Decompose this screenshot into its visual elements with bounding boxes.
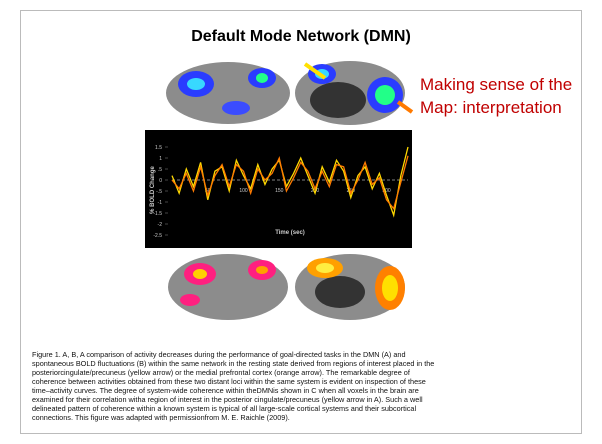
y-tick-label: -2 — [158, 222, 163, 228]
y-tick-label: 1.5 — [155, 145, 162, 151]
x-tick-label: 150 — [275, 188, 284, 194]
brain-c — [168, 254, 288, 320]
y-tick-label: -1 — [158, 200, 163, 206]
brain-b — [295, 61, 412, 125]
brain-a — [166, 62, 290, 124]
y-axis-label: % BOLD Change — [150, 166, 156, 214]
y-tick-label: 1 — [159, 156, 162, 162]
y-tick-label: -.5 — [156, 189, 162, 195]
figure: 1.51.50-.5-1-1.5-2-2.550100150200250300%… — [0, 0, 602, 444]
x-axis-label: Time (sec) — [275, 230, 305, 236]
brain-d — [295, 254, 405, 320]
y-tick-label: .5 — [158, 167, 162, 173]
x-tick-label: 100 — [239, 188, 248, 194]
page: Default Mode Network (DMN) Making sense … — [0, 0, 602, 444]
y-tick-label: -2.5 — [153, 233, 162, 239]
y-tick-label: 0 — [159, 178, 162, 184]
